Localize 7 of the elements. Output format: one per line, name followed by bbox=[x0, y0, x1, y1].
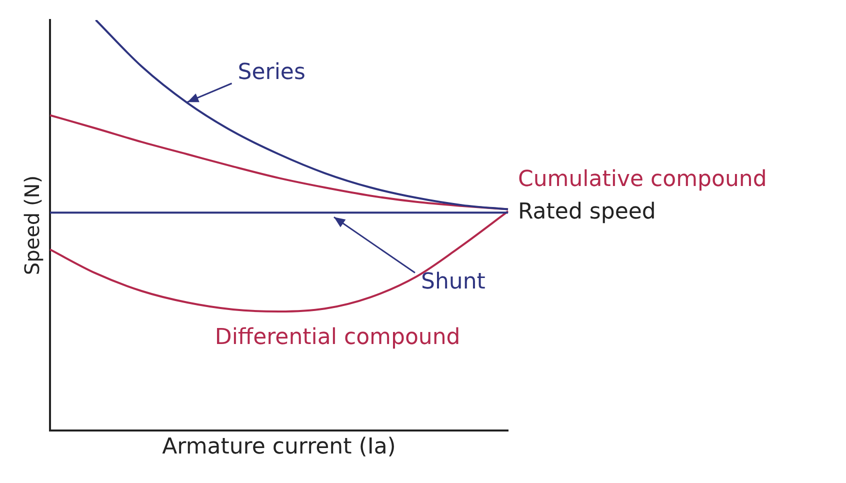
x-axis-title: Armature current (Ia) bbox=[162, 434, 396, 460]
series-label: Series bbox=[238, 60, 306, 86]
series-label: Differential compound bbox=[214, 324, 460, 350]
y-axis-title: Speed (N) bbox=[20, 175, 44, 276]
text: Shunt bbox=[420, 270, 486, 295]
series-label: Cumulative compound bbox=[518, 166, 767, 192]
text: Rated speed bbox=[518, 200, 656, 225]
